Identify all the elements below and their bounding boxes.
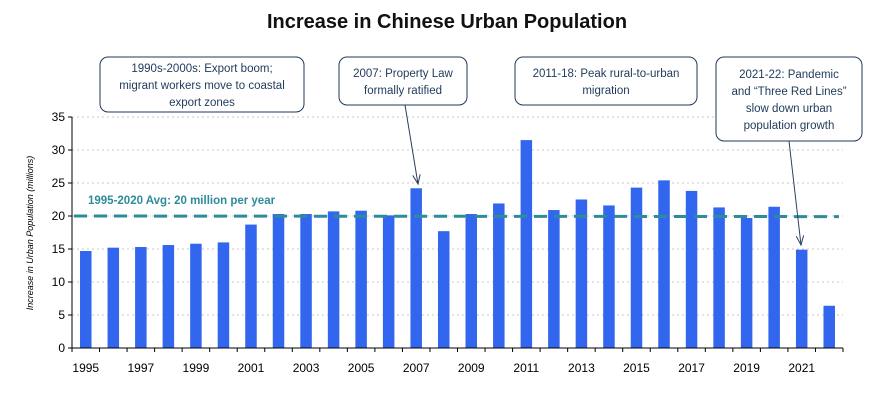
annotation-text: 1990s-2000s: Export boom; xyxy=(131,63,272,75)
arrowhead xyxy=(795,235,805,247)
chart-title: Increase in Chinese Urban Population xyxy=(267,11,627,33)
x-tick-label: 2009 xyxy=(458,361,485,375)
annotation-text: population growth xyxy=(744,120,835,132)
bar-2005 xyxy=(355,210,367,348)
annotation-text: 2011-18: Peak rural-to-urban xyxy=(533,68,680,80)
bar-2020 xyxy=(768,206,780,348)
y-tick-label: 25 xyxy=(52,176,66,190)
annotation-text: and “Three Red Lines” xyxy=(731,86,846,98)
axes: 0 5 10 15 20 25 30 35 1995 1997 1999 2001 2003 2005 20… xyxy=(52,110,844,375)
x-tick-label: 1997 xyxy=(127,361,154,375)
y-tick-label: 15 xyxy=(52,242,66,256)
bar-2006 xyxy=(382,215,395,348)
annotation-text: export zones xyxy=(169,97,235,109)
bar-2008 xyxy=(437,231,450,348)
annotation-text: slow down urban xyxy=(746,103,832,115)
bar-1998 xyxy=(162,245,175,348)
bar-2001 xyxy=(245,224,257,348)
bars xyxy=(80,140,835,348)
x-tick-label: 2019 xyxy=(733,361,760,375)
bar-2022 xyxy=(823,305,835,348)
annotation-box: 2021-22: Pandemic and “Three Red Lines” sl… xyxy=(715,56,863,142)
y-tick-label: 5 xyxy=(58,308,65,322)
average-line-group: 1995-2020 Avg: 20 million per year xyxy=(73,195,840,219)
x-tick-label: 1999 xyxy=(183,361,210,375)
bar-2007 xyxy=(410,188,422,348)
bar-2019 xyxy=(740,217,753,348)
bar-1999 xyxy=(190,243,202,348)
y-tick-label: 30 xyxy=(52,143,66,157)
annotation-arrow xyxy=(788,140,802,246)
annotation-box: 1990s-2000s: Export boom; migrant workers… xyxy=(99,56,305,113)
bar-2011 xyxy=(520,140,533,348)
x-tick-label: 1995 xyxy=(72,361,99,375)
x-tick-label: 2003 xyxy=(293,361,320,375)
x-tick-label: 2015 xyxy=(623,361,650,375)
bar-2012 xyxy=(548,210,560,348)
bar-2010 xyxy=(493,203,505,348)
average-line xyxy=(73,214,840,219)
bar-2009 xyxy=(465,214,478,348)
x-tick-label: 2013 xyxy=(568,361,595,375)
bar-2015 xyxy=(630,187,643,348)
y-tick-label: 35 xyxy=(52,110,66,124)
x-tick-label: 2011 xyxy=(513,361,539,375)
bar-2014 xyxy=(603,205,615,348)
bar-1997 xyxy=(135,247,147,348)
annotation-box: 2007: Property Law formally ratified xyxy=(338,56,468,106)
bar-2002 xyxy=(272,214,285,348)
annotation-text: 2021-22: Pandemic xyxy=(739,69,839,81)
annotation-text: formally ratified xyxy=(364,85,442,97)
bar-2017 xyxy=(685,190,698,348)
bar-2000 xyxy=(217,242,230,348)
bar-2018 xyxy=(713,207,725,348)
annotations: 1990s-2000s: Export boom; migrant workers… xyxy=(99,56,863,247)
x-tick-label: 2017 xyxy=(678,361,705,375)
y-tick-label: 0 xyxy=(58,341,65,355)
bar-2021 xyxy=(795,249,808,348)
bar-1996 xyxy=(107,247,120,348)
annotation-text: 2007: Property Law xyxy=(353,68,453,80)
bar-1995 xyxy=(80,250,92,348)
annotation-text: migrant workers move to coastal xyxy=(119,80,285,92)
bar-2004 xyxy=(327,211,340,348)
y-tick-label: 10 xyxy=(52,275,66,289)
annotation-arrow xyxy=(404,104,419,185)
average-line-label: 1995-2020 Avg: 20 million per year xyxy=(88,195,276,207)
annotation-text: migration xyxy=(582,85,629,97)
x-tick-label: 2021 xyxy=(788,361,815,375)
bar-2003 xyxy=(300,214,312,348)
y-tick-label: 20 xyxy=(52,209,66,223)
x-tick-label: 2001 xyxy=(238,361,265,375)
y-axis-label: Increase in Urban Population (millions) xyxy=(25,156,35,311)
bar-2016 xyxy=(658,180,670,348)
bar-2013 xyxy=(575,199,588,348)
arrowhead xyxy=(412,174,421,186)
x-tick-label: 2007 xyxy=(403,361,430,375)
x-tick-label: 2005 xyxy=(348,361,375,375)
annotation-box: 2011-18: Peak rural-to-urban migration xyxy=(514,56,698,106)
